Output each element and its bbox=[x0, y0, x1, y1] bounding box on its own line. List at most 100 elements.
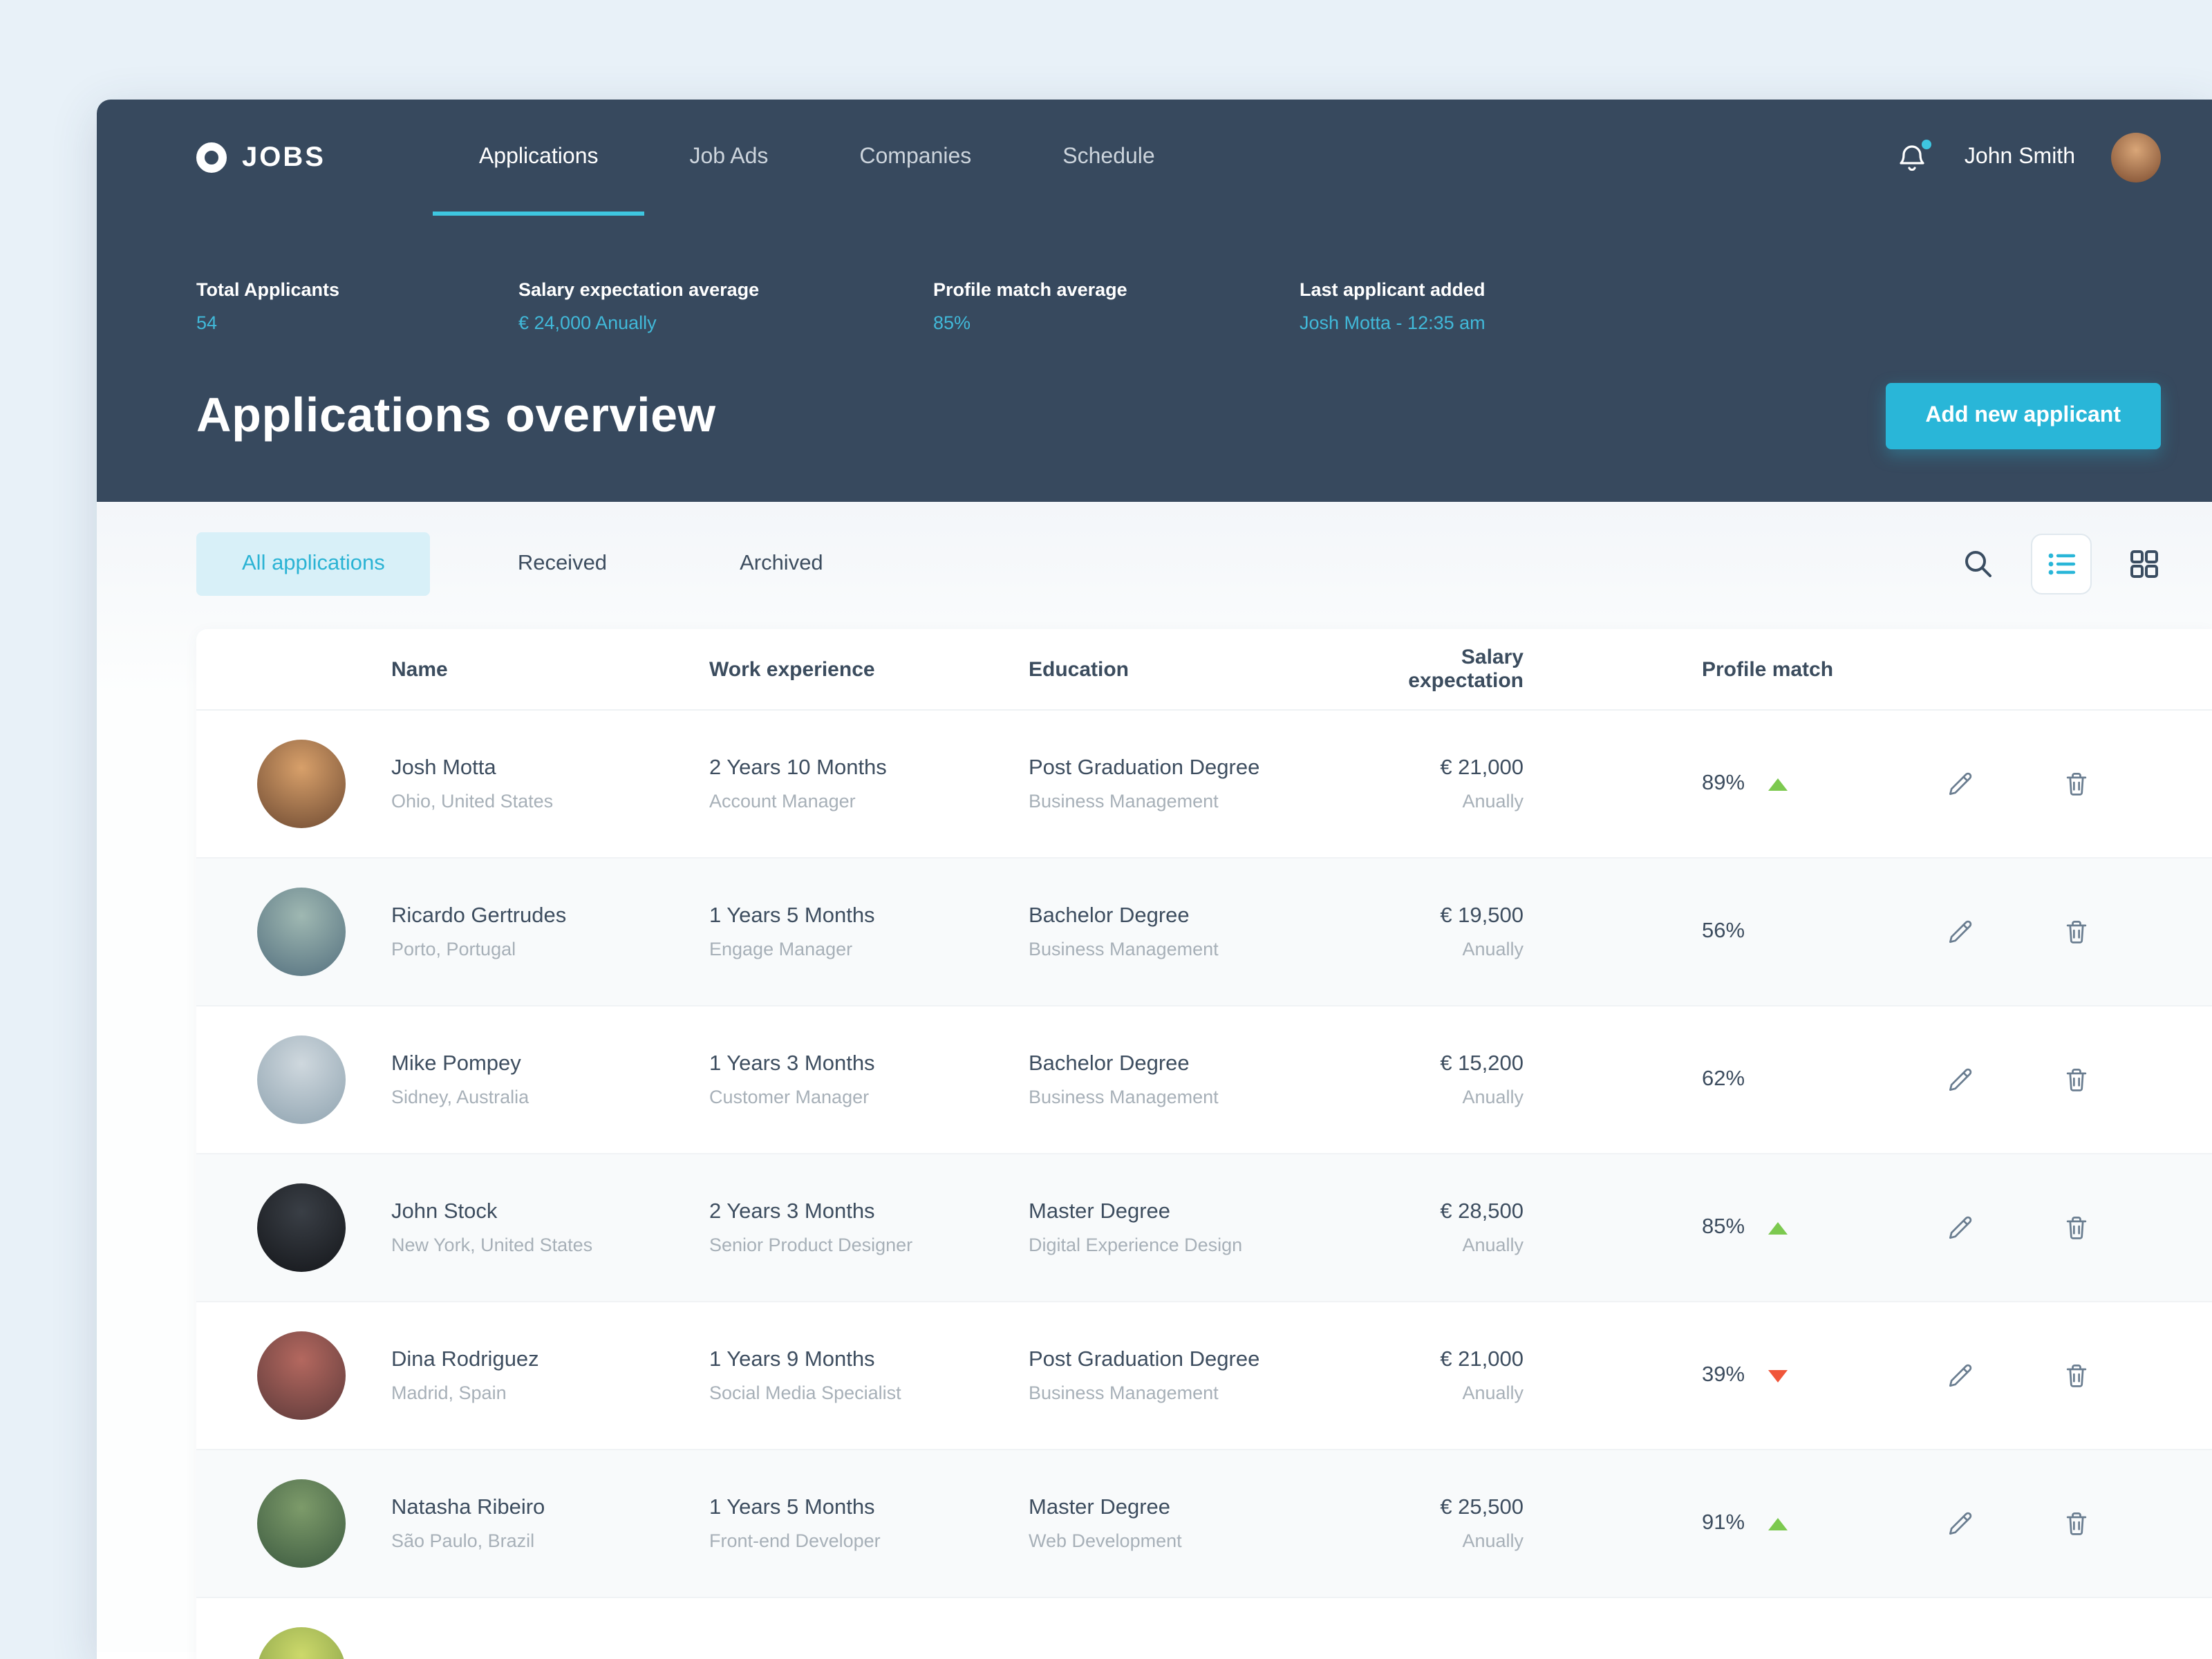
table-row[interactable]: Dina Rodriguez Madrid, Spain 1 Years 9 M… bbox=[196, 1302, 2212, 1450]
actions-cell bbox=[1883, 1065, 2212, 1095]
actions-cell bbox=[1883, 917, 2212, 947]
pencil-icon bbox=[1945, 1656, 1976, 1659]
education-degree: Master Degree bbox=[1029, 1200, 1171, 1224]
name-cell: Ricardo Gertrudes Porto, Portugal bbox=[391, 904, 709, 959]
actions-cell bbox=[1883, 769, 2212, 799]
experience-duration: 1 Years 5 Months bbox=[709, 1496, 875, 1519]
experience-duration: 1 Years 9 Months bbox=[709, 1348, 875, 1371]
delete-button[interactable] bbox=[2061, 769, 2092, 799]
education-field: Business Management bbox=[1029, 1087, 1219, 1107]
brand-logo[interactable]: JOBS bbox=[196, 100, 326, 216]
salary-cell: € 21,000 Anually bbox=[1362, 756, 1524, 812]
search-icon bbox=[1965, 551, 1991, 577]
hero-section: JOBS Applications Job Ads Companies Sche… bbox=[97, 100, 2212, 502]
nav-tab-applications[interactable]: Applications bbox=[433, 100, 645, 216]
experience-duration: 2 Years 10 Months bbox=[709, 756, 887, 780]
delete-button[interactable] bbox=[2061, 917, 2092, 947]
education-field: Digital Experience Design bbox=[1029, 1235, 1243, 1255]
list-view-button[interactable] bbox=[2031, 534, 2092, 594]
grid-view-button[interactable] bbox=[2128, 547, 2161, 581]
logo-ring-icon bbox=[196, 142, 227, 173]
user-name[interactable]: John Smith bbox=[1964, 145, 2075, 169]
nav-tab-job-ads[interactable]: Job Ads bbox=[689, 145, 769, 169]
education-degree: Post Graduation Degree bbox=[1029, 756, 1260, 780]
edit-button[interactable] bbox=[1945, 1360, 1976, 1391]
match-value: 89% bbox=[1702, 771, 1745, 795]
stat-total-applicants: Total Applicants 54 bbox=[196, 279, 518, 333]
table-row[interactable]: Mike Pompey Sidney, Australia 1 Years 3 … bbox=[196, 1006, 2212, 1154]
trend-icon bbox=[1768, 1517, 1788, 1530]
table-row[interactable]: Natasha Ribeiro São Paulo, Brazil 1 Year… bbox=[196, 1450, 2212, 1598]
table-body: Josh Motta Ohio, United States 2 Years 1… bbox=[196, 711, 2212, 1659]
education-cell: Master Degree Digital Experience Design bbox=[1029, 1200, 1362, 1255]
table-row[interactable]: Josh Motta Ohio, United States 2 Years 1… bbox=[196, 711, 2212, 859]
salary-period: Anually bbox=[1462, 939, 1524, 959]
trash-icon bbox=[2066, 772, 2087, 796]
edit-button[interactable] bbox=[1945, 1656, 1976, 1659]
stat-label: Last applicant added bbox=[1300, 279, 1485, 300]
table-row[interactable]: John Stock New York, United States 2 Yea… bbox=[196, 1154, 2212, 1302]
experience-cell: 1 Years 3 Months Customer Manager bbox=[709, 1052, 1029, 1107]
experience-duration: 1 Years 5 Months bbox=[709, 904, 875, 928]
experience-role: Social Media Specialist bbox=[709, 1382, 901, 1403]
top-right-cluster: John Smith bbox=[1895, 100, 2161, 216]
match-value: 91% bbox=[1702, 1511, 1745, 1535]
profile-match-cell: 85% bbox=[1524, 1215, 1883, 1240]
education-field: Business Management bbox=[1029, 1382, 1219, 1403]
applicant-avatar bbox=[257, 1183, 346, 1272]
salary-cell: € 15,200 Anually bbox=[1362, 1052, 1524, 1107]
edit-button[interactable] bbox=[1945, 1065, 1976, 1095]
delete-button[interactable] bbox=[2061, 1360, 2092, 1391]
experience-duration: 2 Years 3 Months bbox=[709, 1200, 875, 1224]
trash-icon bbox=[2066, 1068, 2087, 1091]
education-field: Business Management bbox=[1029, 791, 1219, 812]
trash-icon bbox=[2066, 1512, 2087, 1535]
table-header: Name Work experience Education Salary ex… bbox=[196, 629, 2212, 711]
applicant-avatar bbox=[257, 1035, 346, 1124]
applicant-name: Mike Pompey bbox=[391, 1052, 521, 1076]
filter-tab-archived[interactable]: Archived bbox=[740, 552, 823, 575]
page-title: Applications overview bbox=[196, 388, 716, 442]
pencil-icon bbox=[1949, 1512, 1972, 1535]
delete-button[interactable] bbox=[2061, 1656, 2092, 1659]
table-row[interactable] bbox=[196, 1598, 2212, 1659]
delete-button[interactable] bbox=[2061, 1508, 2092, 1539]
experience-cell: 2 Years 3 Months Senior Product Designer bbox=[709, 1200, 1029, 1255]
profile-match-cell: 89% bbox=[1524, 771, 1883, 796]
salary-amount: € 25,500 bbox=[1440, 1496, 1524, 1519]
salary-amount: € 19,500 bbox=[1440, 904, 1524, 928]
edit-button[interactable] bbox=[1945, 769, 1976, 799]
delete-button[interactable] bbox=[2061, 1065, 2092, 1095]
table-row[interactable]: Ricardo Gertrudes Porto, Portugal 1 Year… bbox=[196, 859, 2212, 1006]
salary-period: Anually bbox=[1462, 1382, 1524, 1403]
nav-tab-companies[interactable]: Companies bbox=[859, 145, 972, 169]
experience-role: Senior Product Designer bbox=[709, 1235, 913, 1255]
filter-tab-all-applications[interactable]: All applications bbox=[196, 532, 431, 596]
applicant-location: São Paulo, Brazil bbox=[391, 1530, 535, 1551]
applicant-location: Ohio, United States bbox=[391, 791, 554, 812]
filter-tab-received[interactable]: Received bbox=[517, 552, 608, 575]
education-cell: Post Graduation Degree Business Manageme… bbox=[1029, 756, 1362, 812]
search-button[interactable] bbox=[1962, 547, 1995, 581]
notifications-button[interactable] bbox=[1895, 140, 1931, 174]
edit-button[interactable] bbox=[1945, 917, 1976, 947]
edit-button[interactable] bbox=[1945, 1212, 1976, 1243]
avatar-cell bbox=[196, 740, 391, 828]
pencil-icon bbox=[1949, 772, 1972, 796]
trash-icon bbox=[2061, 1656, 2092, 1659]
salary-period: Anually bbox=[1462, 1235, 1524, 1255]
edit-button[interactable] bbox=[1945, 1508, 1976, 1539]
user-avatar[interactable] bbox=[2111, 133, 2161, 182]
match-value: 39% bbox=[1702, 1363, 1745, 1387]
stat-label: Total Applicants bbox=[196, 279, 340, 300]
trend-icon bbox=[1768, 778, 1788, 790]
avatar-cell bbox=[196, 1183, 391, 1272]
profile-match-cell: 91% bbox=[1524, 1511, 1883, 1536]
name-cell: Mike Pompey Sidney, Australia bbox=[391, 1052, 709, 1107]
brand-name: JOBS bbox=[242, 142, 326, 172]
delete-button[interactable] bbox=[2061, 1212, 2092, 1243]
nav-tab-schedule[interactable]: Schedule bbox=[1062, 145, 1155, 169]
main-nav: Applications Job Ads Companies Schedule bbox=[433, 100, 1201, 216]
applicant-avatar bbox=[257, 740, 346, 828]
add-new-applicant-button[interactable]: Add new applicant bbox=[1885, 383, 2161, 449]
